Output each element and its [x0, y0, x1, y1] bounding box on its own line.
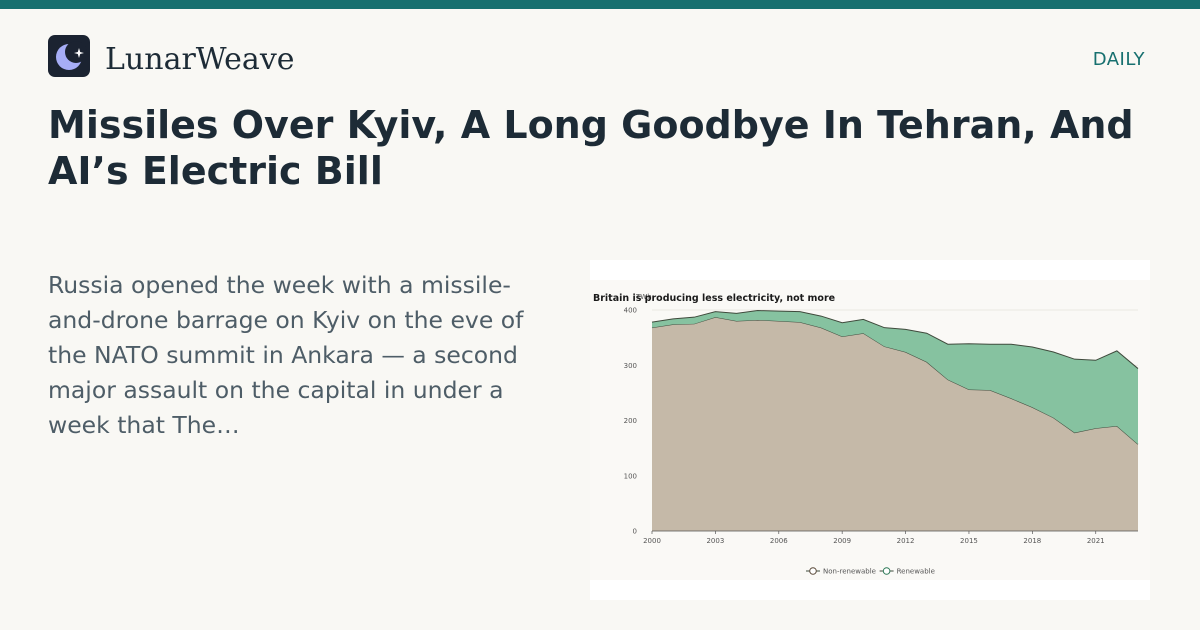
x-tick-label: 2015	[960, 537, 978, 545]
x-tick-label: 2012	[897, 537, 915, 545]
x-tick-label: 2006	[770, 537, 788, 545]
chart-card: 0 100 200 300 400 2000 2003 2006 2009 2012 2015 201…	[590, 260, 1150, 600]
legend-entry: Non-renewable	[823, 568, 876, 576]
series-line-renewable	[651, 310, 1139, 369]
lunarweave-logo-icon[interactable]	[48, 35, 90, 77]
x-tick-label: 2009	[833, 537, 851, 545]
article-summary: Russia opened the week with a missile-an…	[48, 271, 524, 439]
article-headline[interactable]: Missiles Over Kyiv, A Long Goodbye In Te…	[48, 103, 1134, 193]
chart-title: Britain is producing less electricity, n…	[593, 293, 835, 304]
y-tick-label: 400	[624, 307, 637, 315]
x-tick-label: 2018	[1023, 537, 1041, 545]
y-tick-label: 200	[624, 417, 637, 425]
y-axis-label: TWh	[635, 293, 652, 301]
electricity-area-chart: 0 100 200 300 400 2000 2003 2006 2009 2012 2015 201…	[590, 280, 1150, 580]
x-tick-label: 2003	[706, 537, 724, 545]
y-tick-label: 100	[624, 472, 637, 480]
legend-swatch-marker	[809, 567, 817, 575]
x-tick-label: 2000	[643, 537, 661, 545]
legend-swatch-marker	[882, 567, 891, 575]
legend-entry: Renewable	[897, 568, 935, 576]
section-label[interactable]: DAILY	[1092, 49, 1145, 70]
y-tick-label: 0	[633, 528, 637, 536]
x-tick-label: 2021	[1087, 537, 1105, 545]
brand-name[interactable]: LunarWeave	[105, 42, 295, 77]
area-renewable	[652, 310, 1138, 445]
area-non-renewable	[652, 317, 1138, 531]
y-tick-label: 300	[624, 362, 637, 370]
top-accent-bar	[0, 0, 1200, 9]
